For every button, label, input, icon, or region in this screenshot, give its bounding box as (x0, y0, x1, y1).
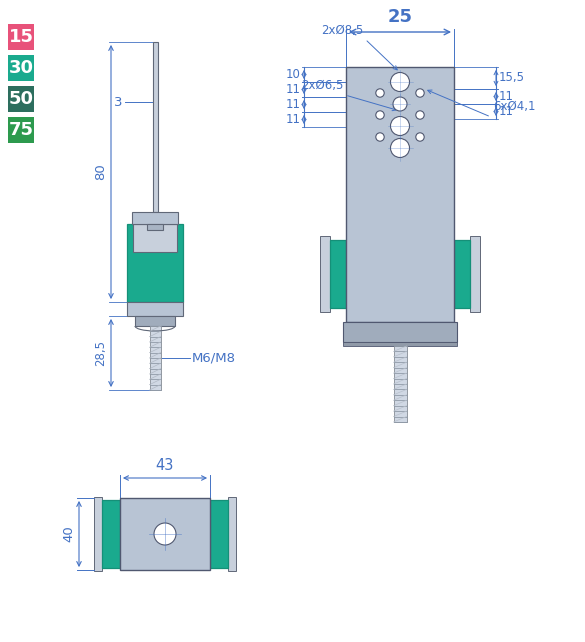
Text: 10: 10 (286, 68, 301, 81)
Text: 3: 3 (113, 96, 122, 108)
Text: 11: 11 (286, 98, 301, 111)
Circle shape (416, 111, 424, 119)
Circle shape (416, 89, 424, 97)
Bar (133, 224, 177, 252)
Bar (210, 500, 228, 568)
Bar (8, 24, 34, 50)
Circle shape (376, 133, 384, 141)
Circle shape (391, 116, 410, 135)
Circle shape (391, 139, 410, 157)
Bar (8, 55, 34, 81)
Text: 43: 43 (156, 458, 174, 473)
Circle shape (376, 89, 384, 97)
Bar (343, 342, 457, 346)
Text: 2xØ8,5: 2xØ8,5 (321, 24, 363, 37)
Text: 50: 50 (9, 90, 33, 108)
Bar (454, 240, 470, 308)
Text: 75: 75 (9, 121, 33, 139)
Text: 40: 40 (62, 526, 75, 542)
Bar (127, 302, 183, 316)
Circle shape (154, 523, 176, 545)
Text: 25: 25 (387, 8, 412, 26)
Text: 11: 11 (499, 105, 514, 118)
Text: 11: 11 (499, 90, 514, 103)
Text: 6xØ4,1: 6xØ4,1 (493, 100, 535, 113)
Bar (127, 224, 183, 302)
Bar (132, 212, 178, 224)
Bar (394, 346, 407, 422)
Text: 80: 80 (94, 164, 107, 180)
Bar (94, 497, 102, 571)
Bar (147, 224, 163, 230)
Text: 15: 15 (9, 28, 33, 46)
Bar (330, 240, 346, 308)
Text: 2xØ6,5: 2xØ6,5 (301, 79, 343, 92)
Bar (102, 500, 120, 568)
Circle shape (416, 133, 424, 141)
Bar (346, 67, 454, 322)
Bar (228, 497, 236, 571)
Text: 11: 11 (286, 83, 301, 96)
Text: 28,5: 28,5 (94, 340, 107, 366)
Bar (343, 322, 457, 342)
Bar (470, 236, 480, 312)
Bar (135, 316, 175, 326)
Bar (8, 86, 34, 112)
Circle shape (376, 111, 384, 119)
Text: 11: 11 (286, 113, 301, 126)
Text: 30: 30 (9, 59, 33, 77)
Circle shape (391, 73, 410, 92)
Bar (153, 42, 157, 212)
Text: M6/M8: M6/M8 (192, 352, 236, 365)
Text: 15,5: 15,5 (499, 71, 525, 85)
Bar (120, 498, 210, 570)
Bar (150, 326, 160, 390)
Bar (8, 117, 34, 143)
Circle shape (393, 97, 407, 111)
Bar (320, 236, 330, 312)
